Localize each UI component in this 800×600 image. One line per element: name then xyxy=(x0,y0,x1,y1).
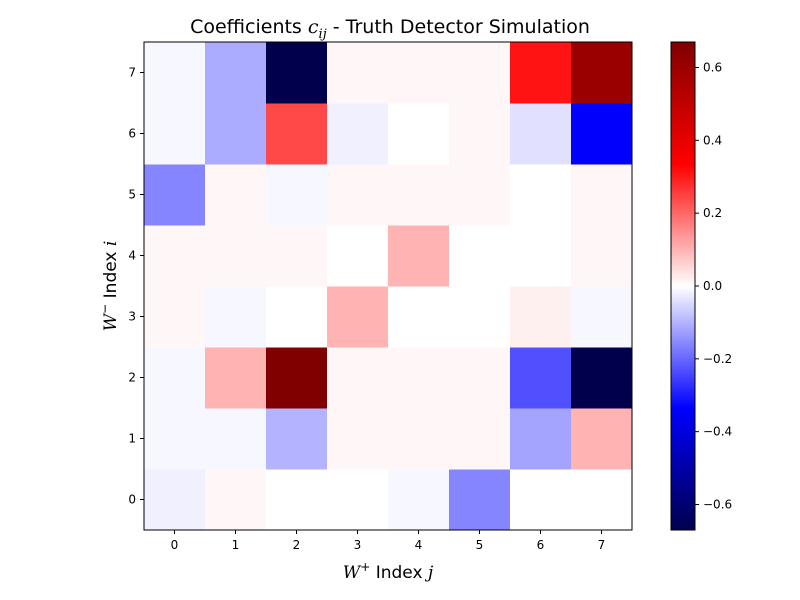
colorbar-tick-label: −0.4 xyxy=(703,425,732,439)
heatmap-cell xyxy=(388,286,450,348)
heatmap-cell xyxy=(571,469,633,531)
chart-title: Coefficients cij - Truth Detector Simula… xyxy=(190,16,590,42)
heatmap-cell xyxy=(205,347,267,409)
colorbar-ticks: 0.6 0.4 0.2 0.0 −0.2 −0.4 −0.6 xyxy=(695,60,732,512)
heatmap-cell xyxy=(449,469,511,531)
heatmap-cell xyxy=(449,164,511,226)
colorbar-tick-label: 0.6 xyxy=(703,60,722,74)
x-tick-label: 7 xyxy=(598,538,606,552)
heatmap-cell xyxy=(266,164,328,226)
y-tick-label: 6 xyxy=(128,127,136,141)
heatmap-cell xyxy=(510,408,572,470)
heatmap-cell xyxy=(327,286,389,348)
heatmap-cell xyxy=(510,164,572,226)
x-tick-label: 6 xyxy=(537,538,545,552)
heatmap-cell xyxy=(205,225,267,287)
heatmap-cell xyxy=(327,103,389,165)
heatmap-cell xyxy=(388,103,450,165)
heatmap-cell xyxy=(205,103,267,165)
heatmap-cell xyxy=(144,347,206,409)
heatmap-cell xyxy=(144,42,206,104)
colorbar xyxy=(670,41,696,531)
colorbar-tick-label: 0.4 xyxy=(703,133,722,147)
heatmap-cell xyxy=(144,286,206,348)
heatmap-cell xyxy=(144,225,206,287)
x-tick-label: 0 xyxy=(171,538,179,552)
y-axis-ticks: 0 1 2 3 4 5 6 7 xyxy=(128,66,144,507)
heatmap-cell xyxy=(144,103,206,165)
y-tick-label: 2 xyxy=(128,371,136,385)
heatmap-cell xyxy=(571,103,633,165)
heatmap-cell xyxy=(510,469,572,531)
heatmap-cells xyxy=(144,42,633,531)
heatmap-cell xyxy=(327,408,389,470)
heatmap-cell xyxy=(205,286,267,348)
heatmap-cell xyxy=(449,42,511,104)
heatmap-cell xyxy=(510,347,572,409)
y-tick-label: 5 xyxy=(128,188,136,202)
heatmap-cell xyxy=(510,225,572,287)
heatmap-cell xyxy=(388,225,450,287)
heatmap-cell xyxy=(449,408,511,470)
colorbar-tick-label: 0.2 xyxy=(703,206,722,220)
heatmap-cell xyxy=(510,42,572,104)
y-tick-label: 0 xyxy=(128,493,136,507)
heatmap-cell xyxy=(388,164,450,226)
x-tick-label: 3 xyxy=(354,538,362,552)
heatmap-cell xyxy=(266,286,328,348)
heatmap-cell xyxy=(510,103,572,165)
heatmap-cell xyxy=(571,42,633,104)
heatmap-cell xyxy=(388,469,450,531)
heatmap-cell xyxy=(571,164,633,226)
heatmap-cell xyxy=(266,347,328,409)
heatmap-cell xyxy=(327,164,389,226)
heatmap-cell xyxy=(327,469,389,531)
heatmap-cell xyxy=(449,225,511,287)
colorbar-tick-label: −0.6 xyxy=(703,498,732,512)
heatmap-cell xyxy=(205,42,267,104)
y-tick-label: 7 xyxy=(128,66,136,80)
y-axis-label: W− Index i xyxy=(98,241,121,332)
heatmap-cell xyxy=(327,42,389,104)
colorbar-tick-label: −0.2 xyxy=(703,352,732,366)
heatmap-cell xyxy=(266,469,328,531)
y-tick-label: 4 xyxy=(128,249,136,263)
heatmap-cell xyxy=(388,347,450,409)
heatmap-cell xyxy=(571,408,633,470)
x-tick-label: 5 xyxy=(476,538,484,552)
heatmap-cell xyxy=(205,469,267,531)
heatmap-cell xyxy=(266,408,328,470)
heatmap-cell xyxy=(266,42,328,104)
y-tick-label: 3 xyxy=(128,310,136,324)
heatmap-cell xyxy=(510,286,572,348)
heatmap-cell xyxy=(571,347,633,409)
heatmap-cell xyxy=(205,408,267,470)
heatmap-cell xyxy=(388,42,450,104)
plot-frame xyxy=(143,41,633,531)
heatmap-cell xyxy=(449,286,511,348)
heatmap-cell xyxy=(449,103,511,165)
heatmap-cell xyxy=(449,347,511,409)
heatmap-cell xyxy=(144,469,206,531)
heatmap-cell xyxy=(144,408,206,470)
x-axis-label: W+ Index j xyxy=(343,560,434,583)
y-tick-label: 1 xyxy=(128,432,136,446)
x-axis-ticks: 0 1 2 3 4 5 6 7 xyxy=(171,530,606,552)
x-tick-label: 2 xyxy=(293,538,301,552)
x-tick-label: 4 xyxy=(415,538,423,552)
colorbar-tick-label: 0.0 xyxy=(703,279,722,293)
heatmap-cell xyxy=(266,225,328,287)
heatmap-cell xyxy=(144,164,206,226)
x-tick-label: 1 xyxy=(232,538,240,552)
heatmap-cell xyxy=(571,225,633,287)
heatmap-cell xyxy=(205,164,267,226)
heatmap-cell xyxy=(266,103,328,165)
heatmap-cell xyxy=(327,347,389,409)
heatmap-cell xyxy=(327,225,389,287)
heatmap-cell xyxy=(571,286,633,348)
heatmap-cell xyxy=(388,408,450,470)
